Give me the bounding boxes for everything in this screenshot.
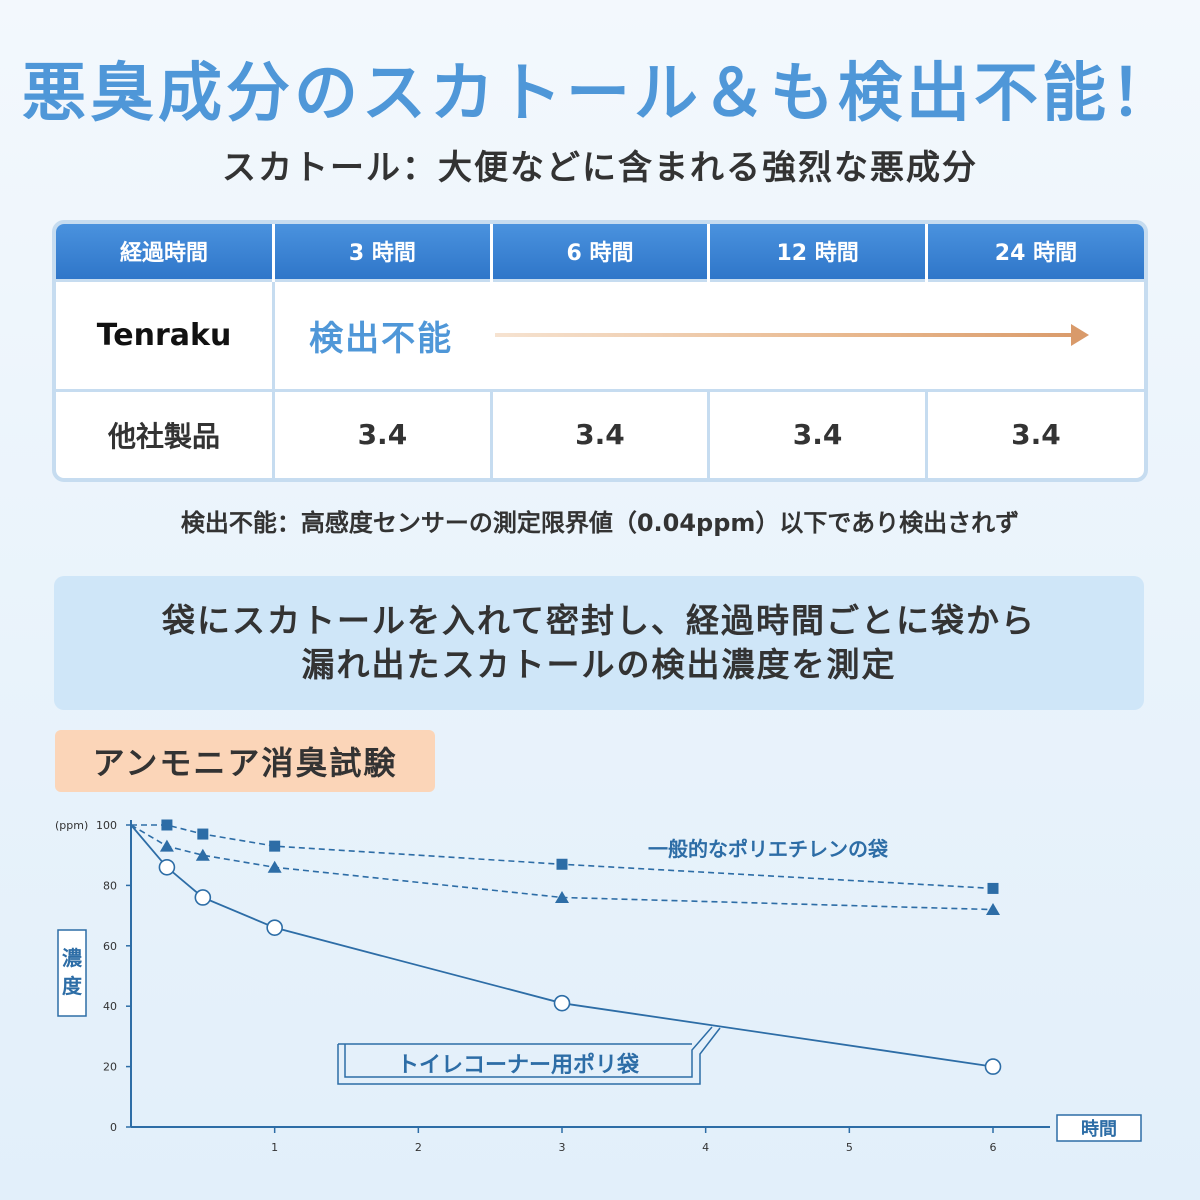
table-cell: 3.4 — [708, 388, 928, 478]
data-point-square — [269, 840, 281, 852]
data-point-triangle — [267, 860, 282, 873]
data-point-square — [987, 882, 999, 894]
x-tick-label: 4 — [702, 1141, 709, 1154]
table-header: 24 時間 — [926, 224, 1144, 280]
row-label-tenraku: Tenraku — [56, 278, 276, 391]
x-tick-label: 1 — [271, 1141, 278, 1154]
series-line-square — [131, 824, 994, 890]
arrow-right-icon — [495, 324, 1090, 347]
not-detected-text: 検出不能 — [309, 318, 454, 359]
data-point-circle — [158, 858, 176, 876]
table-row: Tenraku 検出不能 — [56, 278, 1144, 391]
table-header: 12 時間 — [708, 224, 928, 280]
callout-frame-outer — [337, 1027, 721, 1085]
data-point-circle — [194, 889, 212, 906]
data-point-triangle — [986, 903, 1000, 916]
table-row: 他社製品 3.4 3.4 3.4 3.4 — [56, 388, 1144, 478]
data-point-triangle — [555, 890, 569, 903]
y-axis-label-char: 度 — [62, 974, 83, 998]
table-cell: 3.4 — [273, 388, 493, 478]
x-tick-label: 3 — [559, 1141, 566, 1154]
x-axis-label: 時間 — [1081, 1119, 1117, 1140]
y-unit-label: (ppm) — [55, 819, 88, 832]
y-tick-label: 80 — [103, 879, 117, 892]
method-line-2: 漏れ出たスカトールの検出濃度を測定 — [301, 645, 897, 684]
table-cell: 3.4 — [926, 388, 1144, 478]
series-label-polyethylene: 一般的なポリエチレンの袋 — [648, 837, 889, 861]
series-line-circle — [130, 824, 994, 1068]
results-table: 経過時間 3 時間 6 時間 12 時間 24 時間 Tenraku 検出不能 … — [52, 220, 1148, 482]
table-header: 経過時間 — [56, 224, 276, 280]
series-label-toilet-bag: トイレコーナー用ポリ袋 — [397, 1052, 640, 1078]
y-tick-label: 20 — [103, 1061, 117, 1074]
test-label: アンモニア消臭試験 — [55, 730, 435, 792]
data-point-triangle — [195, 848, 210, 861]
y-axis-label-char: 濃 — [62, 946, 83, 970]
y-tick-label: 0 — [110, 1121, 117, 1134]
table-header: 6 時間 — [491, 224, 711, 280]
data-point-square — [556, 858, 568, 870]
method-box: 袋にスカトールを入れて密封し、経過時間ごとに袋から 漏れ出たスカトールの検出濃度… — [54, 576, 1144, 710]
footnote: 検出不能：高感度センサーの測定限界値（0.04ppm）以下であり検出されず — [180, 509, 1020, 537]
data-point-triangle — [159, 839, 174, 852]
data-point-square — [197, 828, 209, 840]
y-tick-label: 100 — [96, 819, 117, 832]
method-line-1: 袋にスカトールを入れて密封し、経過時間ごとに袋から — [161, 601, 1036, 640]
row-label-other: 他社製品 — [56, 388, 276, 478]
callout-frame-inner — [344, 1026, 713, 1078]
y-tick-label: 40 — [103, 1000, 117, 1013]
table-header-row: 経過時間 3 時間 6 時間 12 時間 24 時間 — [56, 224, 1144, 280]
subheadline: スカトール：大便などに含まれる強烈な悪成分 — [222, 148, 978, 188]
series-line-triangle — [130, 824, 994, 911]
x-tick-label: 2 — [415, 1141, 422, 1154]
y-axis-label-box — [57, 929, 87, 1017]
x-tick-label: 5 — [846, 1141, 853, 1154]
not-detected-cell: 検出不能 — [273, 278, 1144, 391]
data-point-circle — [553, 994, 571, 1012]
data-point-circle — [984, 1058, 1002, 1075]
x-axis-label-box — [1056, 1114, 1142, 1142]
table-header: 3 時間 — [273, 224, 493, 280]
table-cell: 3.4 — [491, 388, 711, 478]
data-point-square — [161, 819, 173, 831]
data-point-circle — [266, 919, 283, 936]
x-tick-label: 6 — [990, 1141, 997, 1154]
headline: 悪臭成分のスカトール＆も検出不能！ — [22, 57, 1178, 131]
y-tick-label: 60 — [103, 940, 117, 953]
